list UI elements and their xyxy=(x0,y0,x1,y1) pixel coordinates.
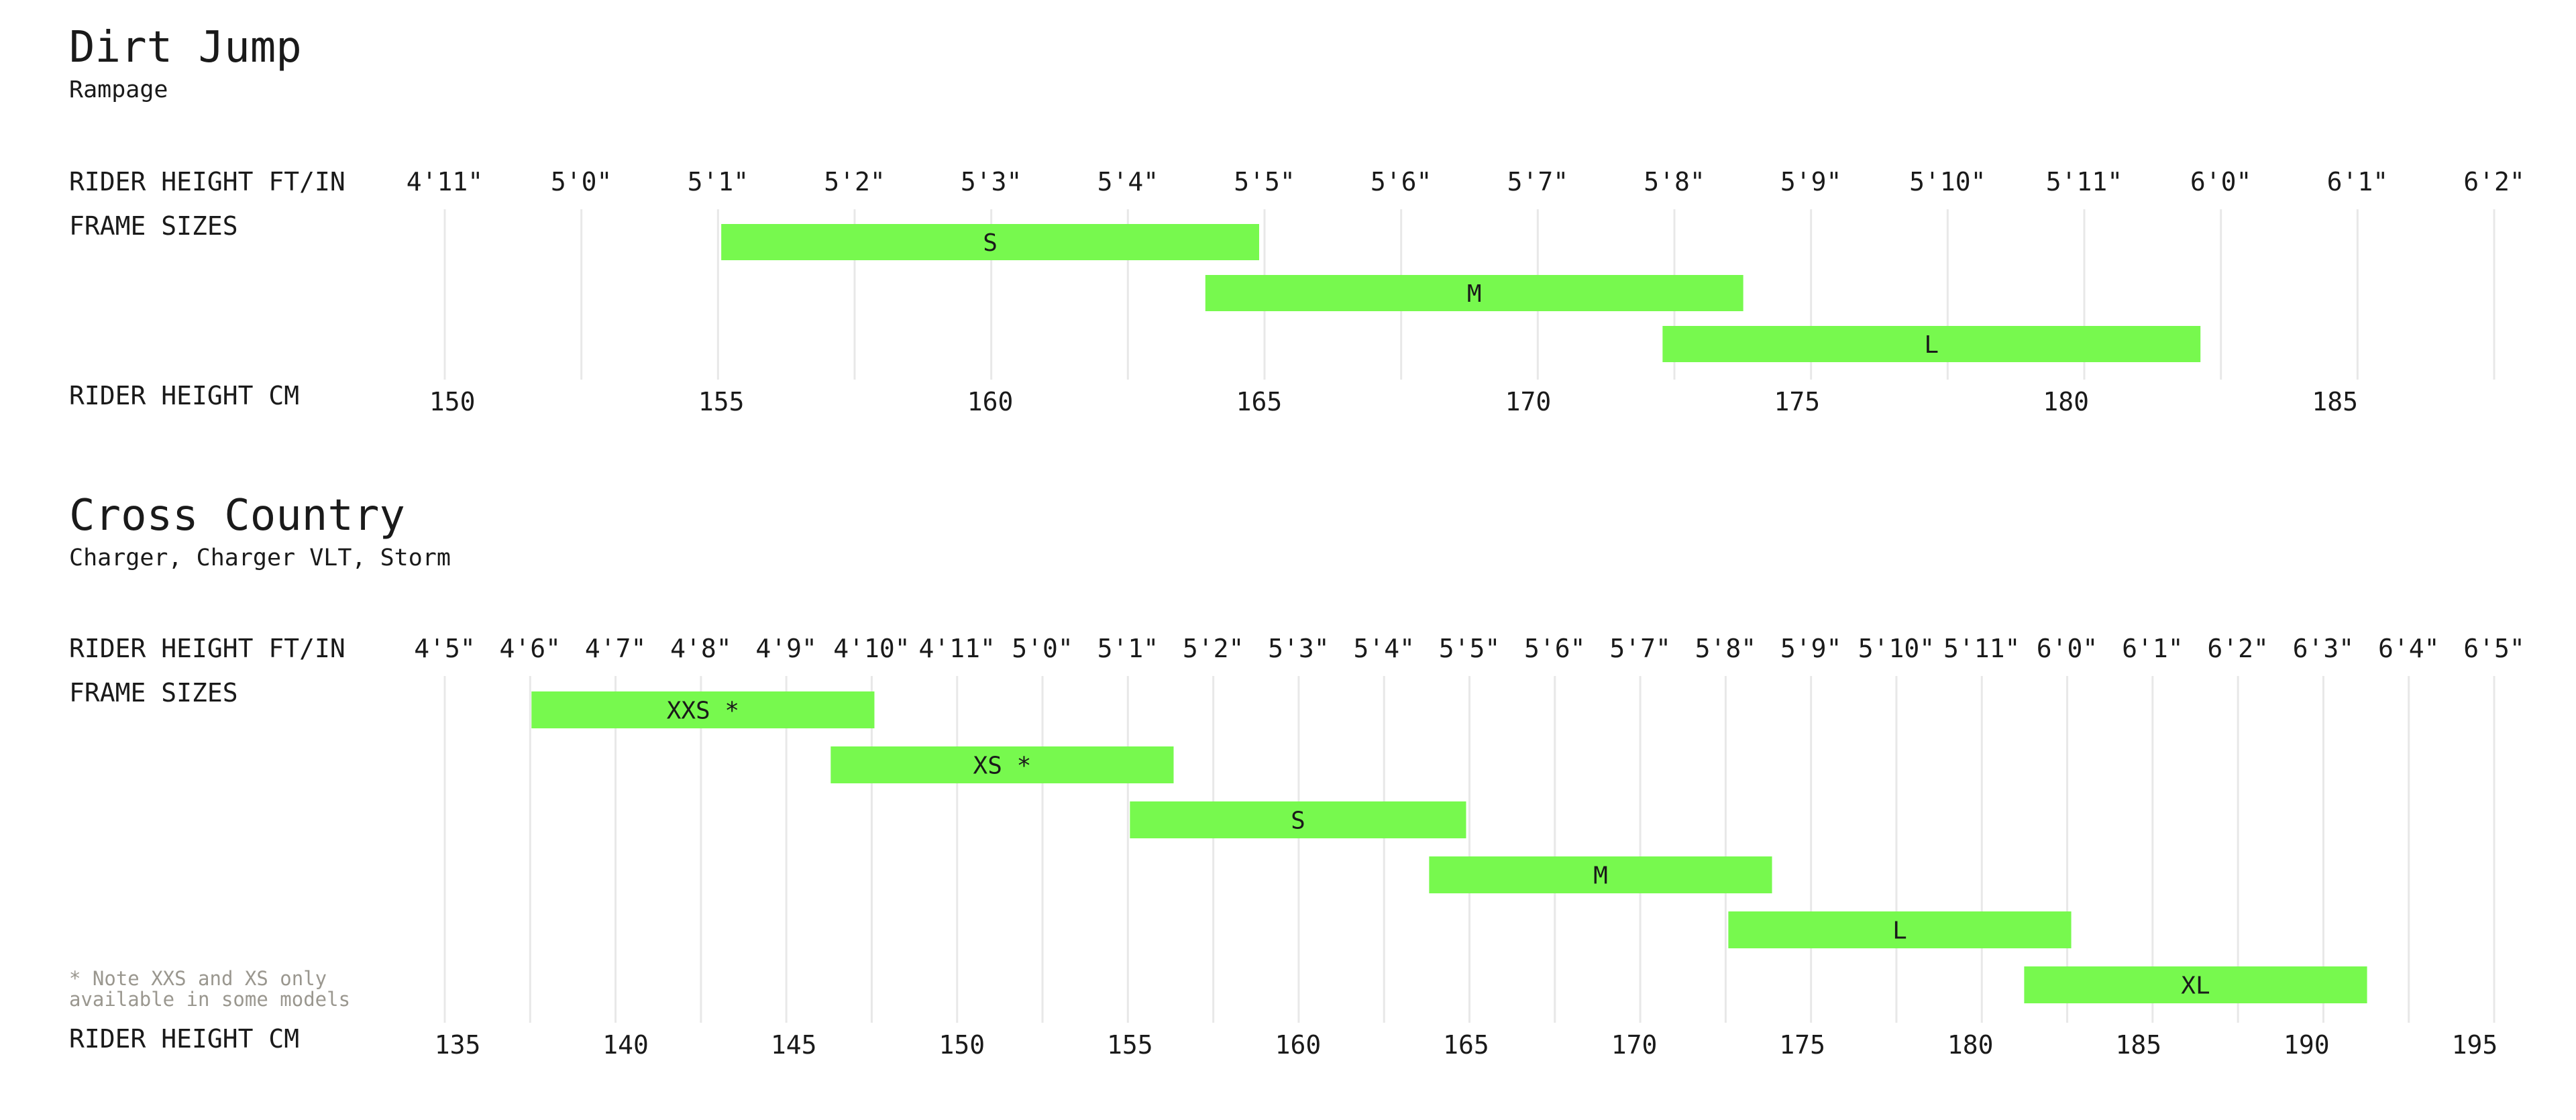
ft-in-tick-label: 5'9" xyxy=(1780,634,1842,663)
ft-in-tick-label: 5'0" xyxy=(1012,634,1073,663)
ft-in-tick-label: 5'8" xyxy=(1644,167,1705,197)
cm-tick-label: 155 xyxy=(698,387,745,416)
ft-in-tick-label: 6'0" xyxy=(2037,634,2098,663)
cm-tick-label: 170 xyxy=(1611,1030,1658,1060)
frame-size-bar-label: M xyxy=(1593,862,1608,890)
frame-size-bar-s xyxy=(721,224,1259,260)
ft-in-tick-label: 5'5" xyxy=(1234,167,1295,197)
ft-in-tick-label: 4'8" xyxy=(670,634,732,663)
ft-in-tick-label: 5'9" xyxy=(1780,167,1842,197)
ft-in-tick-label: 6'5" xyxy=(2463,634,2525,663)
frame-size-bar-label: XXS * xyxy=(667,697,739,725)
ft-in-tick-label: 5'1" xyxy=(1097,634,1159,663)
cm-tick-label: 160 xyxy=(1275,1030,1322,1060)
chart-title: Cross Country xyxy=(69,491,405,541)
ft-in-tick-label: 5'8" xyxy=(1695,634,1757,663)
frame-size-bar-l xyxy=(1662,326,2201,362)
frame-size-bar-label: S xyxy=(983,229,998,257)
frame-size-bar-label: L xyxy=(1892,917,1907,945)
ft-in-tick-label: 4'5" xyxy=(414,634,476,663)
cm-tick-label: 180 xyxy=(2043,387,2089,416)
ft-in-tick-label: 5'6" xyxy=(1371,167,1432,197)
frame-size-bar-l xyxy=(1728,911,2072,948)
cm-tick-label: 180 xyxy=(1947,1030,1994,1060)
ft-in-tick-label: 5'4" xyxy=(1097,167,1159,197)
cm-tick-label: 190 xyxy=(2284,1030,2330,1060)
chart-subtitle: Charger, Charger VLT, Storm xyxy=(69,545,451,571)
cm-tick-label: 195 xyxy=(2452,1030,2498,1060)
cm-row-label: RIDER HEIGHT CM xyxy=(69,1024,299,1054)
ft-in-tick-label: 6'1" xyxy=(2327,167,2389,197)
cm-tick-label: 175 xyxy=(1779,1030,1825,1060)
ft-in-tick-label: 5'4" xyxy=(1353,634,1415,663)
ft-in-tick-label: 5'3" xyxy=(1268,634,1330,663)
frame-sizes-row-label: FRAME SIZES xyxy=(69,211,238,241)
ft-in-tick-label: 5'7" xyxy=(1609,634,1671,663)
cm-tick-label: 160 xyxy=(967,387,1014,416)
ft-in-tick-label: 4'9" xyxy=(755,634,817,663)
ft-in-tick-label: 5'1" xyxy=(688,167,749,197)
ft-in-tick-label: 4'11" xyxy=(407,167,483,197)
cm-tick-label: 170 xyxy=(1505,387,1552,416)
frame-size-bar-label: M xyxy=(1467,280,1482,308)
ft-in-tick-label: 6'4" xyxy=(2378,634,2440,663)
chart-title: Dirt Jump xyxy=(69,23,302,72)
chart-subtitle: Rampage xyxy=(69,76,168,103)
ft-in-tick-label: 6'1" xyxy=(2122,634,2184,663)
frame-size-bar-xxs xyxy=(531,691,875,728)
availability-note: * Note XXS and XS only xyxy=(69,967,327,990)
frame-sizes-row-label: FRAME SIZES xyxy=(69,678,238,708)
frame-size-bar-label: L xyxy=(1924,331,1939,359)
ft-in-tick-label: 5'5" xyxy=(1439,634,1501,663)
cm-tick-label: 155 xyxy=(1107,1030,1153,1060)
cm-tick-label: 185 xyxy=(2312,387,2358,416)
ft-in-tick-label: 5'2" xyxy=(1183,634,1244,663)
ft-in-tick-label: 5'2" xyxy=(824,167,885,197)
availability-note: available in some models xyxy=(69,988,350,1011)
ft-in-tick-label: 5'11" xyxy=(2046,167,2123,197)
cm-tick-label: 145 xyxy=(771,1030,817,1060)
ft-in-tick-label: 6'3" xyxy=(2293,634,2355,663)
frame-size-bar-m xyxy=(1205,275,1743,311)
ft-in-row-label: RIDER HEIGHT FT/IN xyxy=(69,634,345,663)
ft-in-tick-label: 4'10" xyxy=(833,634,910,663)
cm-row-label: RIDER HEIGHT CM xyxy=(69,381,299,410)
cm-tick-label: 135 xyxy=(435,1030,481,1060)
ft-in-tick-label: 5'7" xyxy=(1507,167,1569,197)
ft-in-tick-label: 4'11" xyxy=(919,634,996,663)
ft-in-tick-label: 5'10" xyxy=(1909,167,1986,197)
cm-tick-label: 165 xyxy=(1236,387,1283,416)
chart-2: Cross Country Charger, Charger VLT, Storm… xyxy=(69,491,2525,1060)
ft-in-tick-label: 5'0" xyxy=(551,167,612,197)
ft-in-row-label: RIDER HEIGHT FT/IN xyxy=(69,167,345,197)
frame-size-bar-xs xyxy=(830,746,1174,783)
ft-in-tick-label: 5'6" xyxy=(1524,634,1586,663)
chart-1: Dirt Jump Rampage RIDER HEIGHT FT/IN FRAME … xyxy=(69,23,2525,416)
cm-tick-label: 185 xyxy=(2115,1030,2161,1060)
frame-size-bar-xl xyxy=(2024,966,2367,1003)
ft-in-tick-label: 6'0" xyxy=(2190,167,2252,197)
ft-in-tick-label: 4'7" xyxy=(585,634,647,663)
cm-tick-label: 150 xyxy=(938,1030,985,1060)
frame-size-bar-label: S xyxy=(1291,807,1305,835)
cm-tick-label: 140 xyxy=(602,1030,649,1060)
cm-tick-label: 175 xyxy=(1774,387,1820,416)
frame-size-bar-s xyxy=(1130,801,1466,838)
ft-in-tick-label: 6'2" xyxy=(2207,634,2269,663)
cm-tick-label: 165 xyxy=(1443,1030,1489,1060)
ft-in-tick-label: 5'11" xyxy=(1943,634,2020,663)
ft-in-tick-label: 5'10" xyxy=(1858,634,1935,663)
cm-tick-label: 150 xyxy=(429,387,476,416)
frame-size-bar-m xyxy=(1429,856,1772,893)
ft-in-tick-label: 4'6" xyxy=(500,634,561,663)
frame-size-bar-label: XS * xyxy=(973,752,1032,780)
ft-in-tick-label: 6'2" xyxy=(2463,167,2525,197)
frame-size-bar-label: XL xyxy=(2181,972,2210,1000)
ft-in-tick-label: 5'3" xyxy=(961,167,1022,197)
